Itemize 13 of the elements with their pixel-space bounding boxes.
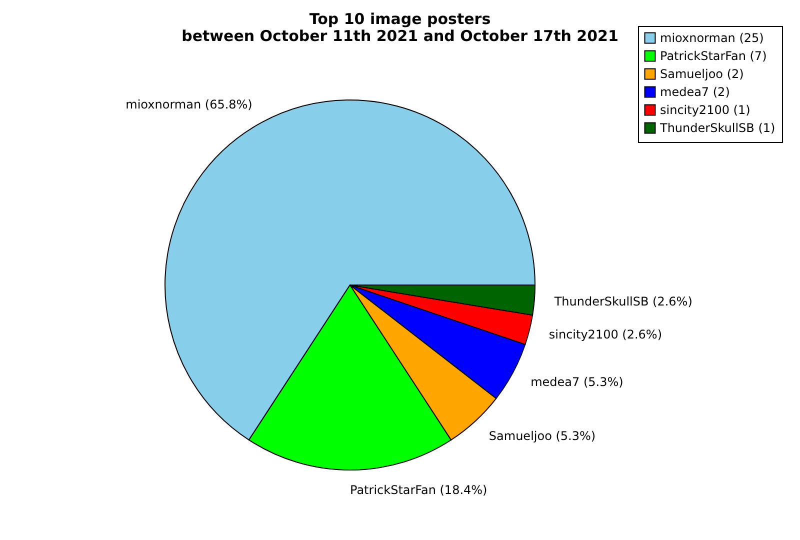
data-label: sincity2100 (2.6%): [548, 328, 662, 342]
legend-label: PatrickStarFan (7): [660, 49, 767, 63]
data-label: mioxnorman (65.8%): [126, 98, 252, 112]
legend-label: Samueljoo (2): [660, 67, 744, 81]
legend-label: medea7 (2): [660, 85, 730, 99]
data-label: PatrickStarFan (18.4%): [350, 483, 488, 497]
data-label: Samueljoo (5.3%): [488, 428, 596, 443]
data-label: medea7 (5.3%): [530, 375, 624, 390]
legend-label: sincity2100 (1): [660, 103, 750, 117]
legend-label: ThunderSkullSB (1): [659, 121, 776, 135]
data-label: ThunderSkullSB (2.6%): [553, 294, 692, 309]
legend-label: mioxnorman (25): [660, 31, 764, 45]
chart-title: Top 10 image posters between October 11th 2021 and October 17th 2021: [182, 10, 618, 45]
